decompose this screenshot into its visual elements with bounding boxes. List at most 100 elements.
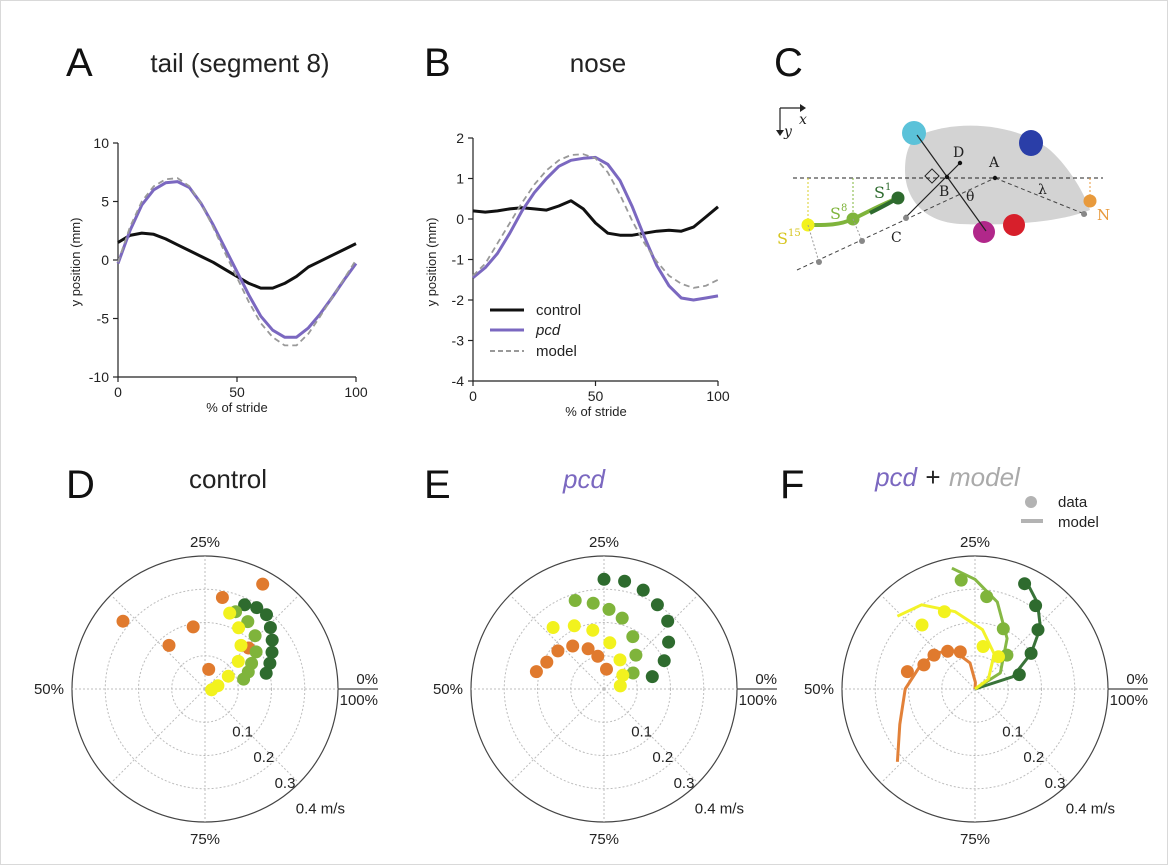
polar-data-point <box>250 645 263 658</box>
polar-angle-label-right-top: 0% <box>1126 671 1148 688</box>
polar-data-point <box>928 649 941 662</box>
y-tick-label: -1 <box>452 252 465 268</box>
polar-data-point <box>626 630 639 643</box>
panel-label-f: F <box>780 463 804 507</box>
point-a <box>993 176 997 180</box>
axis-label-y: y <box>783 124 793 140</box>
panel-title-b: nose <box>570 48 626 78</box>
polar-radial-tick-label: 0.3 <box>275 775 296 792</box>
polar-data-point <box>992 650 1005 663</box>
paw-front-left <box>902 121 926 145</box>
polar-data-point <box>917 658 930 671</box>
panel-label-a: A <box>66 41 93 85</box>
polar-angle-label-bottom: 75% <box>190 831 220 848</box>
polar-data-point <box>216 591 229 604</box>
polar-angle-label-right-top: 0% <box>755 671 777 688</box>
polar-data-point <box>603 636 616 649</box>
polar-data-point <box>954 645 967 658</box>
panel-label-b: B <box>424 41 451 85</box>
panel-title-e: pcd <box>562 464 606 494</box>
panel-label-e: E <box>424 463 451 507</box>
panel-title-f-plus: + <box>925 462 940 492</box>
polar-data-point <box>205 683 218 696</box>
polar-data-point <box>222 670 235 683</box>
x-tick-label: 100 <box>344 384 368 400</box>
point-d <box>958 161 962 165</box>
y-tick-label: -4 <box>452 373 465 389</box>
polar-angle-label-bottom: 75% <box>589 831 619 848</box>
polar-angle-label-top: 25% <box>589 534 619 551</box>
label-s1-sup: 1 <box>885 182 891 193</box>
axis-foot-s1 <box>903 215 909 221</box>
polar-data-point <box>566 640 579 653</box>
polar-data-point <box>264 621 277 634</box>
polar-data-point <box>1029 599 1042 612</box>
y-axis-label-a: y position (mm) <box>68 218 83 307</box>
polar-data-point <box>603 603 616 616</box>
polar-data-point <box>916 619 929 632</box>
legend-label-model-f: model <box>1058 514 1099 531</box>
polar-data-point <box>1025 647 1038 660</box>
polar-radial-tick-label: 0.4 m/s <box>695 800 744 817</box>
y-axis-label-b: y position (mm) <box>424 218 439 307</box>
panel-title-d: control <box>189 464 267 494</box>
polar-data-point <box>637 584 650 597</box>
axis-arrow-y <box>776 130 784 136</box>
legend-label-pcd: pcd <box>535 322 561 339</box>
series-line-pcd <box>118 182 356 338</box>
polar-data-point <box>256 578 269 591</box>
polar-data-point <box>202 663 215 676</box>
polar-data-point <box>662 636 675 649</box>
legend-swatch-data <box>1025 496 1037 508</box>
polar-data-point <box>547 621 560 634</box>
polar-radial-tick-label: 0.1 <box>232 724 253 741</box>
polar-data-point <box>232 621 245 634</box>
body-schematic: x y D A B C θ λ <box>776 104 1110 270</box>
polar-data-point <box>629 649 642 662</box>
label-s15-sup: 15 <box>788 228 801 239</box>
series-line-control <box>473 201 718 235</box>
projection-s15-axis <box>808 225 819 262</box>
panel-label-c: C <box>774 41 803 85</box>
polar-data-point <box>598 573 611 586</box>
polar-radial-tick-label: 0.4 m/s <box>1066 800 1115 817</box>
polar-data-point <box>163 639 176 652</box>
polar-angle-label-top: 25% <box>960 534 990 551</box>
polar-data-point <box>938 605 951 618</box>
polar-data-point <box>618 575 631 588</box>
label-s8-sup: 8 <box>841 203 847 214</box>
x-axis-label-b: % of stride <box>565 404 626 419</box>
point-b <box>945 175 949 179</box>
paw-hind-left <box>973 221 995 243</box>
series-line-pcd <box>473 157 718 300</box>
polar-angle-label-right-bottom: 100% <box>340 692 378 709</box>
x-tick-label: 50 <box>229 384 245 400</box>
label-b: B <box>939 184 949 200</box>
polar-data-point <box>266 634 279 647</box>
y-tick-label: 5 <box>101 194 109 210</box>
paw-front-right <box>1019 130 1043 156</box>
polar-data-point <box>977 640 990 653</box>
polar-data-point <box>223 607 236 620</box>
series-line-control <box>118 233 356 288</box>
polar-angle-label-bottom: 75% <box>960 831 990 848</box>
y-tick-label: 2 <box>456 130 464 146</box>
polar-data-point <box>117 615 130 628</box>
segment-s1 <box>892 192 905 205</box>
axis-foot-nose <box>1081 211 1087 217</box>
polar-data-point <box>1013 668 1026 681</box>
polar-data-point <box>540 656 553 669</box>
polar-angle-label-left: 50% <box>433 681 463 698</box>
axis-foot-s8 <box>859 238 865 244</box>
polar-data-point <box>616 612 629 625</box>
panel-title-a: tail (segment 8) <box>150 48 329 78</box>
label-c: C <box>891 230 902 246</box>
polar-angle-label-top: 25% <box>190 534 220 551</box>
polar-plot-control: 25%50%0%100%75%0.10.20.30.4 m/s <box>34 534 378 848</box>
body-outline <box>905 126 1090 225</box>
polar-data-point <box>980 590 993 603</box>
polar-data-point <box>232 655 245 668</box>
polar-radial-tick-label: 0.2 <box>652 749 673 766</box>
legend-label-model: model <box>536 343 577 360</box>
polar-data-point <box>530 665 543 678</box>
